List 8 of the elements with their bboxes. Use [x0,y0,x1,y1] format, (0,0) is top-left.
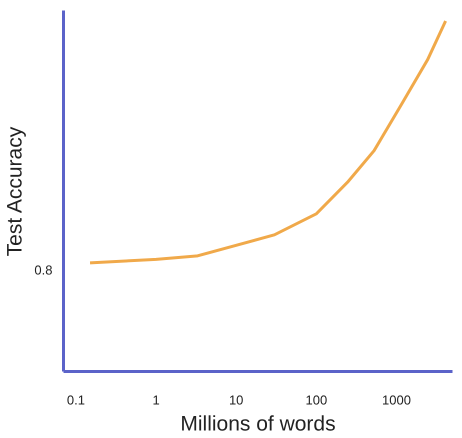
x-tick-label: 100 [305,392,328,408]
text: 0.8 [34,262,53,278]
x-tick-label: 1 [152,392,160,408]
x-tick-label: 10 [228,392,244,408]
y-axis-title: Test Accuracy [3,126,26,256]
x-tick-label: 1000 [382,392,411,408]
x-tick-label: 0.1 [66,392,85,408]
x-axis-title: Millions of words [180,412,336,436]
